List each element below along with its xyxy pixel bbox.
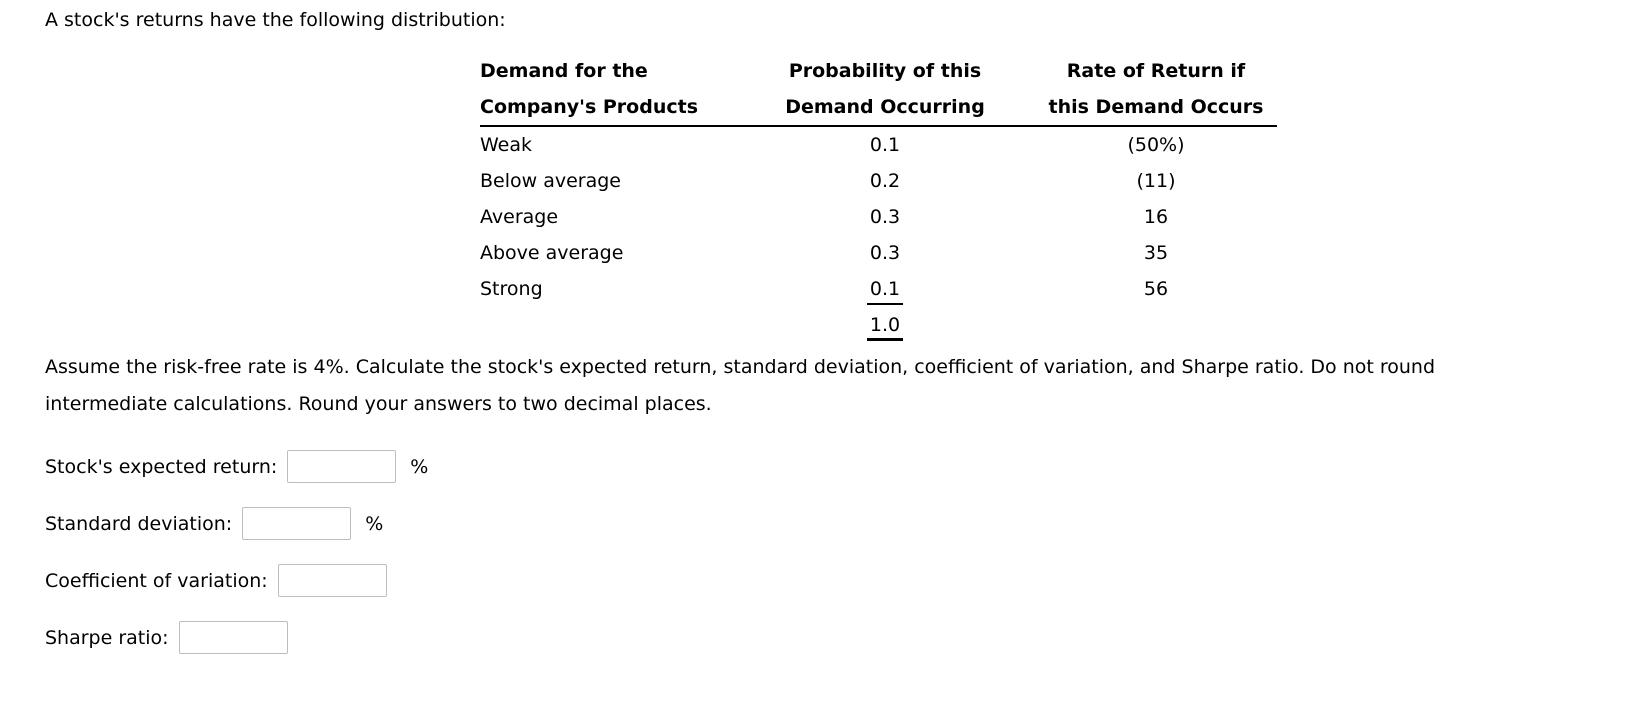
expected-return-input[interactable] <box>287 450 397 483</box>
empty-cell <box>480 307 735 343</box>
demand-cell: Above average <box>480 242 624 264</box>
standard-deviation-row: Standard deviation: % <box>45 507 1646 540</box>
problem-page: A stock's returns have the following dis… <box>45 9 1646 654</box>
answer-section: Stock's expected return: % Standard devi… <box>45 450 1646 654</box>
col-header-demand-line1: Demand for the <box>480 60 648 82</box>
coefficient-of-variation-row: Coefficient of variation: <box>45 564 1646 597</box>
col-header-demand: Demand for the Company's Products <box>480 53 735 127</box>
table-row: Strong 0.1 56 <box>480 271 1277 307</box>
standard-deviation-input[interactable] <box>242 507 352 540</box>
expected-return-row: Stock's expected return: % <box>45 450 1646 483</box>
standard-deviation-label: Standard deviation: <box>45 512 233 535</box>
return-cell: (50%) <box>1127 134 1185 156</box>
sharpe-ratio-row: Sharpe ratio: <box>45 621 1646 654</box>
col-header-probability: Probability of this Demand Occurring <box>735 53 1035 127</box>
sharpe-ratio-label: Sharpe ratio: <box>45 626 169 649</box>
return-cell: 56 <box>1143 278 1169 300</box>
table-row: Weak 0.1 (50%) <box>480 126 1277 163</box>
demand-cell: Weak <box>480 134 533 156</box>
probability-cell: 0.2 <box>869 170 901 192</box>
instructions-line2: intermediate calculations. Round your an… <box>45 393 712 415</box>
expected-return-label: Stock's expected return: <box>45 455 278 478</box>
col-header-probability-line1: Probability of this <box>788 60 982 82</box>
probability-cell: 0.1 <box>869 134 901 156</box>
return-cell: 35 <box>1143 242 1169 264</box>
coefficient-of-variation-label: Coefficient of variation: <box>45 569 268 592</box>
col-header-probability-line2: Demand Occurring <box>785 96 985 118</box>
percent-sign: % <box>410 455 429 478</box>
col-header-return: Rate of Return if this Demand Occurs <box>1035 53 1277 127</box>
demand-cell: Strong <box>480 278 543 300</box>
table-row: Above average 0.3 35 <box>480 235 1277 271</box>
probability-total-value: 1.0 <box>866 312 904 341</box>
percent-sign: % <box>365 512 384 535</box>
col-header-return-line2: this Demand Occurs <box>1048 96 1264 118</box>
col-header-return-line1: Rate of Return if <box>1066 60 1246 82</box>
return-cell: 16 <box>1143 206 1169 228</box>
table-total-row: 1.0 <box>480 307 1277 343</box>
problem-intro-text: A stock's returns have the following dis… <box>45 9 506 31</box>
sharpe-ratio-input[interactable] <box>178 621 288 654</box>
table-header-row: Demand for the Company's Products Probab… <box>480 53 1277 127</box>
probability-cell: 0.3 <box>869 206 901 228</box>
probability-total-cell: 1.0 <box>735 307 1035 343</box>
demand-cell: Average <box>480 206 559 228</box>
return-cell: (11) <box>1136 170 1176 192</box>
distribution-table: Demand for the Company's Products Probab… <box>480 53 1277 343</box>
probability-underlined-value: 0.1 <box>866 276 904 305</box>
demand-cell: Below average <box>480 170 621 192</box>
probability-cell: 0.3 <box>869 242 901 264</box>
empty-cell <box>1035 307 1277 343</box>
problem-instructions: Assume the risk-free rate is 4%. Calcula… <box>45 349 1646 423</box>
col-header-demand-line2: Company's Products <box>480 96 698 118</box>
table-row: Average 0.3 16 <box>480 199 1277 235</box>
probability-cell: 0.1 <box>735 271 1035 307</box>
table-row: Below average 0.2 (11) <box>480 163 1277 199</box>
instructions-line1: Assume the risk-free rate is 4%. Calcula… <box>45 356 1436 378</box>
coefficient-of-variation-input[interactable] <box>277 564 387 597</box>
